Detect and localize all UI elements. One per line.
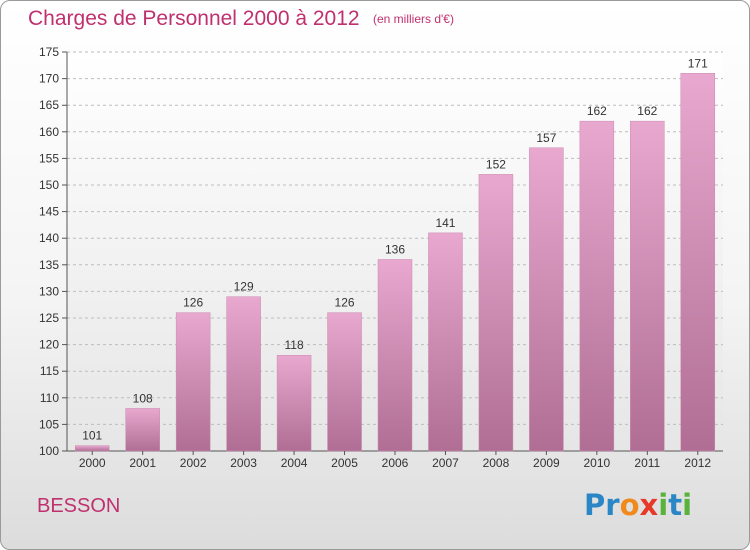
x-tick-label: 2003	[230, 456, 257, 470]
logo-letter: t	[668, 488, 683, 522]
bar	[428, 232, 463, 452]
bar	[478, 174, 514, 452]
bar	[630, 120, 665, 452]
y-tick-label: 100	[39, 444, 59, 458]
x-tick-label: 2007	[432, 456, 459, 470]
y-tick-label: 175	[39, 45, 59, 59]
x-tick-label: 2011	[634, 456, 660, 470]
x-tick-label: 2012	[684, 456, 711, 470]
bar-value-label: 126	[335, 296, 355, 310]
bar	[125, 408, 160, 452]
bar-value-label: 152	[486, 157, 506, 171]
x-tick-label: 2002	[180, 456, 207, 470]
chart-title: Charges de Personnel 2000 à 2012	[28, 7, 360, 30]
y-tick-label: 130	[39, 284, 59, 298]
bar-value-label: 171	[688, 56, 708, 70]
logo-letter: r	[605, 488, 620, 522]
bar-value-label: 118	[285, 338, 304, 352]
y-tick-label: 160	[39, 125, 59, 139]
bar-value-label: 108	[133, 391, 153, 405]
y-tick-label: 125	[39, 311, 59, 325]
bar-value-label: 136	[385, 242, 405, 256]
x-tick-label: 2010	[583, 456, 610, 470]
chart-subtitle: (en milliers d'€)	[373, 12, 454, 26]
y-tick-label: 105	[39, 417, 59, 431]
bar-value-label: 162	[587, 104, 607, 118]
bar	[226, 296, 261, 452]
commune-name: BESSON	[37, 495, 121, 517]
y-tick-label: 165	[39, 98, 59, 112]
bar	[74, 445, 110, 452]
bar-value-label: 157	[536, 131, 556, 145]
bar-value-label: 162	[637, 104, 657, 118]
logo-letter: i	[682, 488, 693, 522]
x-tick-label: 2006	[382, 456, 409, 470]
x-tick-label: 2005	[331, 456, 358, 470]
x-tick-label: 2004	[281, 456, 308, 470]
x-tick-label: 2009	[533, 456, 560, 470]
bar	[377, 259, 413, 452]
bar-value-label: 141	[435, 216, 455, 230]
y-tick-label: 145	[39, 205, 59, 219]
bar-value-label: 129	[234, 280, 254, 294]
bar	[579, 120, 615, 452]
x-tick-label: 2000	[79, 456, 106, 470]
y-tick-label: 110	[40, 391, 59, 405]
y-tick-label: 155	[39, 151, 59, 165]
y-tick-label: 170	[39, 72, 59, 86]
y-tick-label: 115	[40, 364, 59, 378]
y-tick-label: 135	[39, 258, 59, 272]
bar-value-label: 126	[183, 296, 203, 310]
proxiti-logo: Proxiti	[584, 488, 692, 522]
y-tick-label: 140	[39, 231, 59, 245]
bar	[276, 354, 312, 452]
logo-letter: o	[619, 488, 640, 522]
y-tick-label: 120	[39, 338, 59, 352]
logo-letter: P	[584, 488, 606, 522]
bar-value-label: 101	[82, 429, 102, 443]
bar	[529, 147, 564, 452]
bar	[680, 73, 716, 452]
y-tick-label: 150	[39, 178, 59, 192]
x-tick-label: 2008	[483, 456, 510, 470]
bar	[175, 312, 211, 452]
bar	[327, 312, 362, 452]
x-tick-label: 2001	[129, 456, 156, 470]
logo-letter: i	[658, 488, 669, 522]
logo-letter: x	[639, 488, 659, 522]
